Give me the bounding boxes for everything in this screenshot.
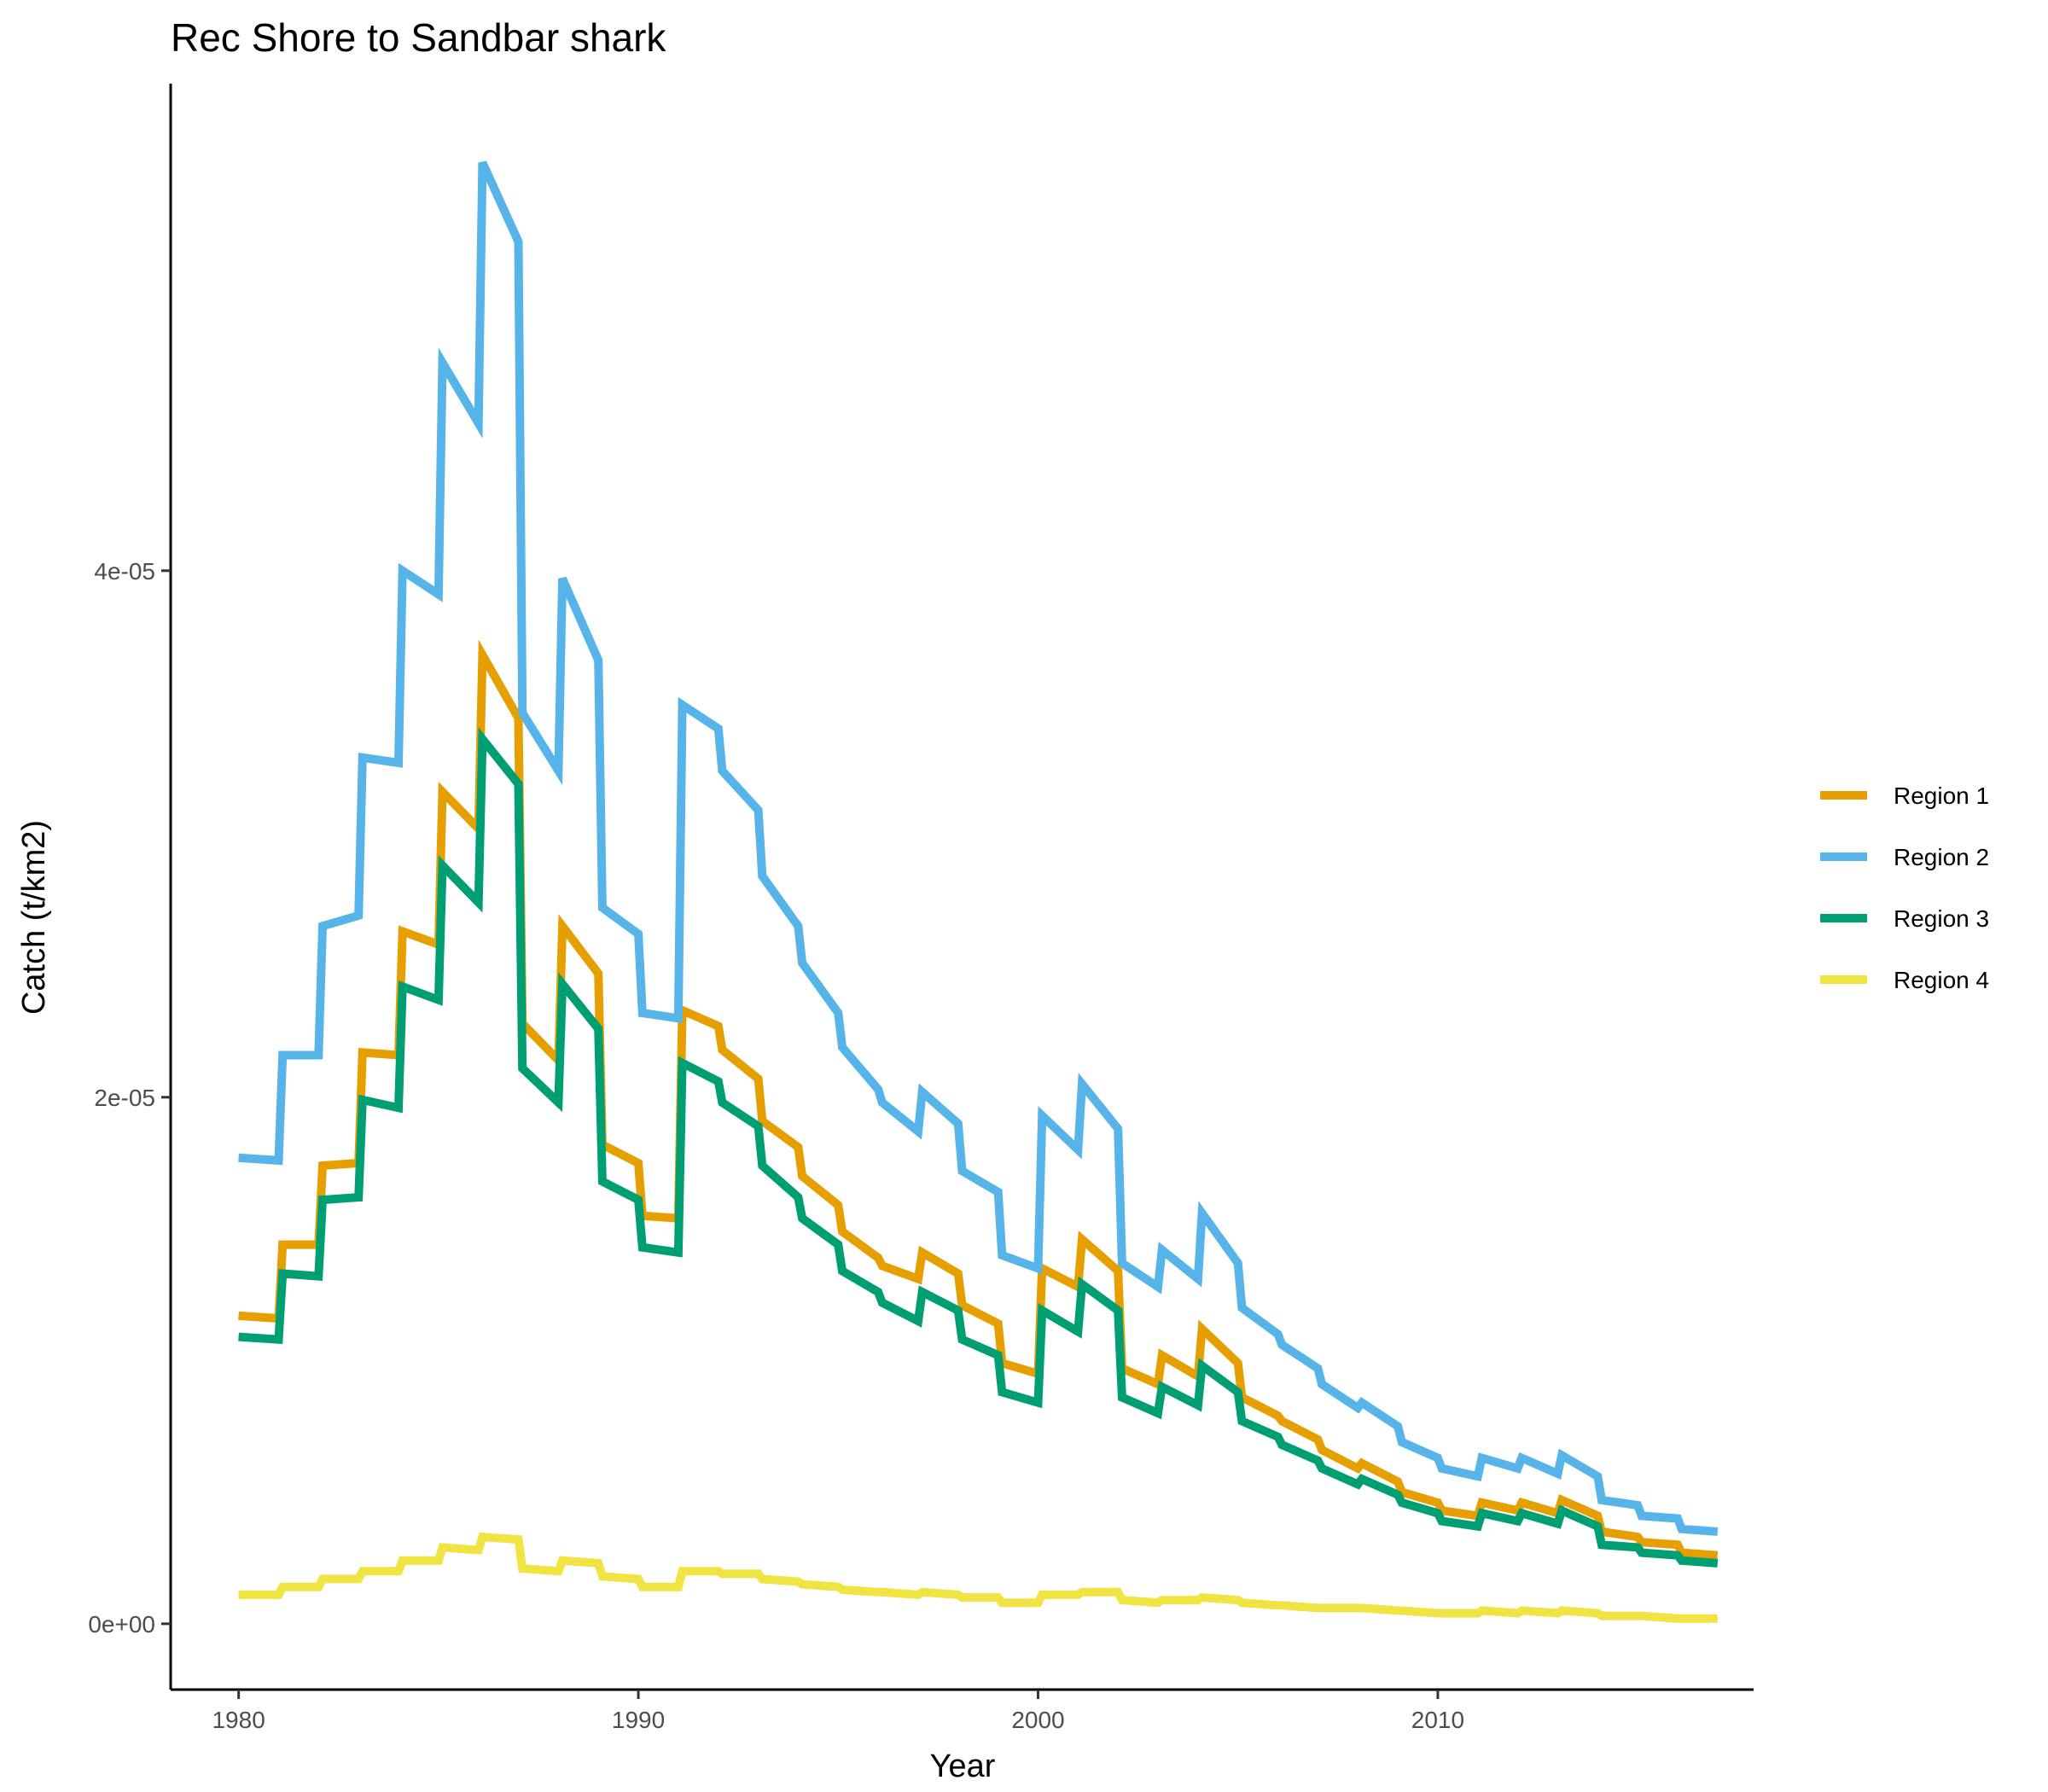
legend-label-region-1: Region 1: [1894, 783, 1989, 809]
x-axis-title: Year: [930, 1748, 996, 1784]
series-line-region-2: [238, 160, 1719, 1536]
y-tick-label: 0e+00: [88, 1611, 155, 1638]
series-line-region-1: [238, 639, 1719, 1560]
x-tick-label: 1990: [612, 1707, 665, 1733]
chart-title: Rec Shore to Sandbar shark: [171, 15, 666, 60]
series-line-region-3: [238, 727, 1719, 1568]
series-layer: [238, 160, 1719, 1623]
legend-label-region-2: Region 2: [1894, 844, 1989, 870]
x-tick-label: 2010: [1411, 1707, 1464, 1733]
x-tick-label: 1980: [212, 1707, 265, 1733]
legend-label-region-4: Region 4: [1894, 967, 1989, 993]
legend: Region 1 Region 2 Region 3 Region 4: [1820, 783, 1989, 993]
x-axis: 1980 1990 2000 2010: [171, 1688, 1754, 1733]
x-tick-label: 2000: [1011, 1707, 1064, 1733]
y-axis-title: Catch (t/km2): [16, 820, 52, 1015]
y-axis: 0e+00 2e-05 4e-05: [88, 84, 172, 1690]
legend-label-region-3: Region 3: [1894, 905, 1989, 932]
y-tick-label: 2e-05: [94, 1085, 155, 1111]
y-tick-label: 4e-05: [94, 558, 155, 585]
series-line-region-4: [238, 1532, 1718, 1623]
